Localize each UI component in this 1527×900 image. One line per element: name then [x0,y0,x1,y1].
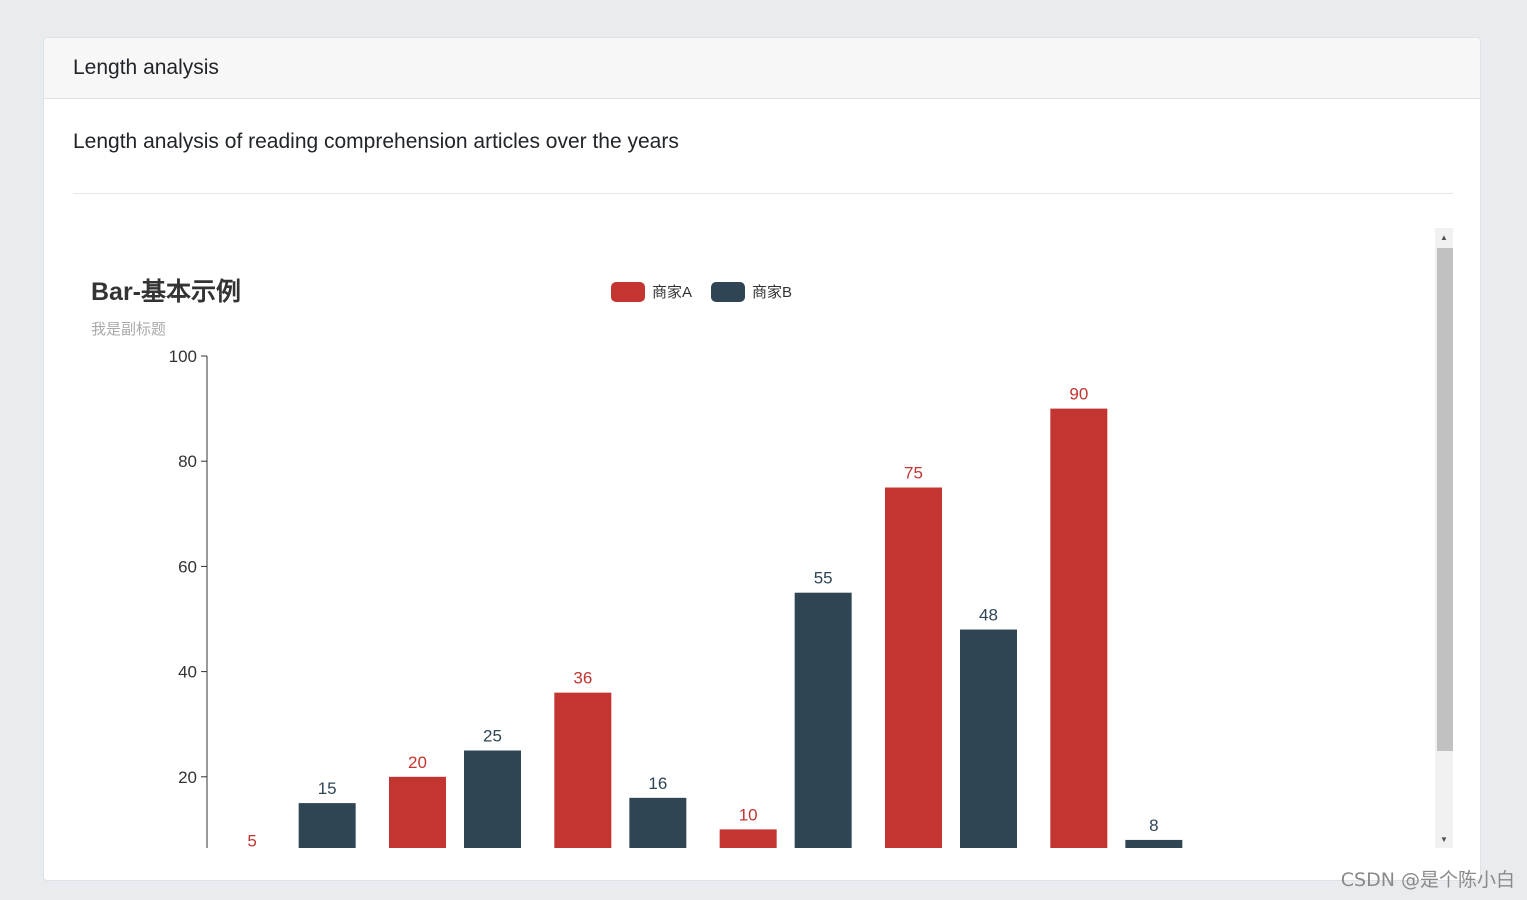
data-label: 8 [1149,816,1158,835]
bar [554,692,612,848]
bar [298,803,356,848]
divider [73,193,1453,194]
y-tick-label: 60 [178,557,197,576]
bar [719,829,777,848]
card-header-title: Length analysis [73,56,219,79]
bar [389,776,446,848]
chart-frame[interactable]: Bar-基本示例我是副标题商家A商家B020406080100515202536… [73,228,1453,848]
data-label: 5 [247,832,256,848]
data-label: 25 [483,727,502,746]
bar [629,797,687,848]
bar [1125,839,1183,848]
chart-title: Bar-基本示例 [91,278,241,306]
card-header: Length analysis [44,38,1480,99]
legend-label: 商家B [752,284,792,301]
bar [464,750,521,848]
data-label: 48 [979,606,998,625]
bar [960,629,1017,848]
data-label: 75 [904,464,923,483]
bar [794,592,852,848]
y-tick-label: 40 [178,663,197,682]
data-label: 20 [408,753,427,772]
chart-subtitle: 我是副标题 [91,321,166,338]
bar-chart: Bar-基本示例我是副标题商家A商家B020406080100515202536… [91,278,1183,848]
chart-scrollbar[interactable]: ▲ ▼ [1435,228,1453,848]
bar [1050,408,1108,848]
data-label: 15 [318,779,337,798]
y-tick-label: 20 [178,768,197,787]
scroll-thumb[interactable] [1437,248,1453,751]
watermark: CSDN @是个陈小白 [1340,869,1515,891]
scroll-up-icon[interactable]: ▲ [1440,232,1448,242]
legend-label: 商家A [652,284,692,301]
data-label: 10 [739,805,758,824]
data-label: 16 [648,774,667,793]
y-tick-label: 100 [169,347,197,366]
scroll-down-icon[interactable]: ▼ [1440,834,1448,844]
y-tick-label: 80 [178,452,197,471]
data-label: 90 [1069,385,1088,404]
data-label: 36 [573,669,592,688]
card-description: Length analysis of reading comprehension… [73,130,679,153]
data-label: 55 [814,569,833,588]
bar [885,487,942,848]
legend-swatch [611,282,645,302]
legend-swatch [711,282,745,302]
analysis-card: Length analysis Length analysis of readi… [43,37,1481,881]
